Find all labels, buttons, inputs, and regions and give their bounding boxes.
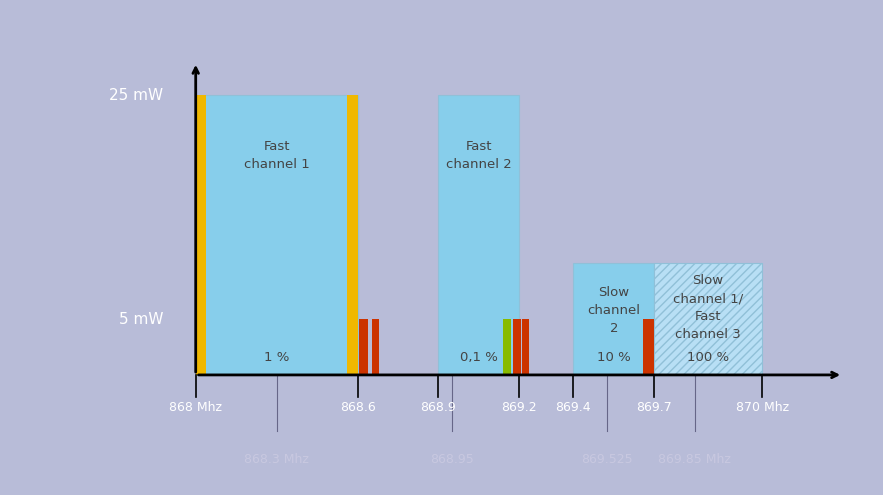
Text: 869.2: 869.2 (502, 400, 537, 414)
Text: 5 mW: 5 mW (119, 311, 163, 327)
Text: 870 Mhz: 870 Mhz (736, 400, 789, 414)
Bar (503, 319, 511, 375)
Bar (573, 263, 654, 375)
Text: 868 Mhz: 868 Mhz (170, 400, 223, 414)
Bar (644, 319, 654, 375)
Bar (373, 319, 379, 375)
Text: 868.9: 868.9 (420, 400, 457, 414)
Bar (513, 319, 521, 375)
Bar (358, 319, 368, 375)
Bar (196, 96, 207, 375)
Text: 25 mW: 25 mW (109, 88, 163, 103)
Bar (522, 319, 529, 375)
Bar (654, 263, 762, 375)
Text: 869.7: 869.7 (637, 400, 672, 414)
Bar (347, 96, 358, 375)
Text: 0,1 %: 0,1 % (460, 351, 498, 364)
Text: 868.6: 868.6 (340, 400, 375, 414)
Text: 869.4: 869.4 (555, 400, 591, 414)
Text: Fast
channel 1: Fast channel 1 (244, 140, 310, 171)
Bar (439, 96, 519, 375)
Text: Slow
channel
2: Slow channel 2 (587, 286, 640, 335)
Text: 1 %: 1 % (264, 351, 290, 364)
Text: 869.85 Mhz: 869.85 Mhz (658, 453, 731, 466)
Bar (654, 263, 762, 375)
Text: 10 %: 10 % (597, 351, 630, 364)
Text: 868.3 Mhz: 868.3 Mhz (245, 453, 309, 466)
Bar (196, 96, 358, 375)
Text: Slow
channel 1/
Fast
channel 3: Slow channel 1/ Fast channel 3 (673, 274, 743, 342)
Text: 100 %: 100 % (687, 351, 729, 364)
Text: Fast
channel 2: Fast channel 2 (446, 140, 512, 171)
Text: 869.525: 869.525 (581, 453, 633, 466)
Text: 868.95: 868.95 (430, 453, 474, 466)
